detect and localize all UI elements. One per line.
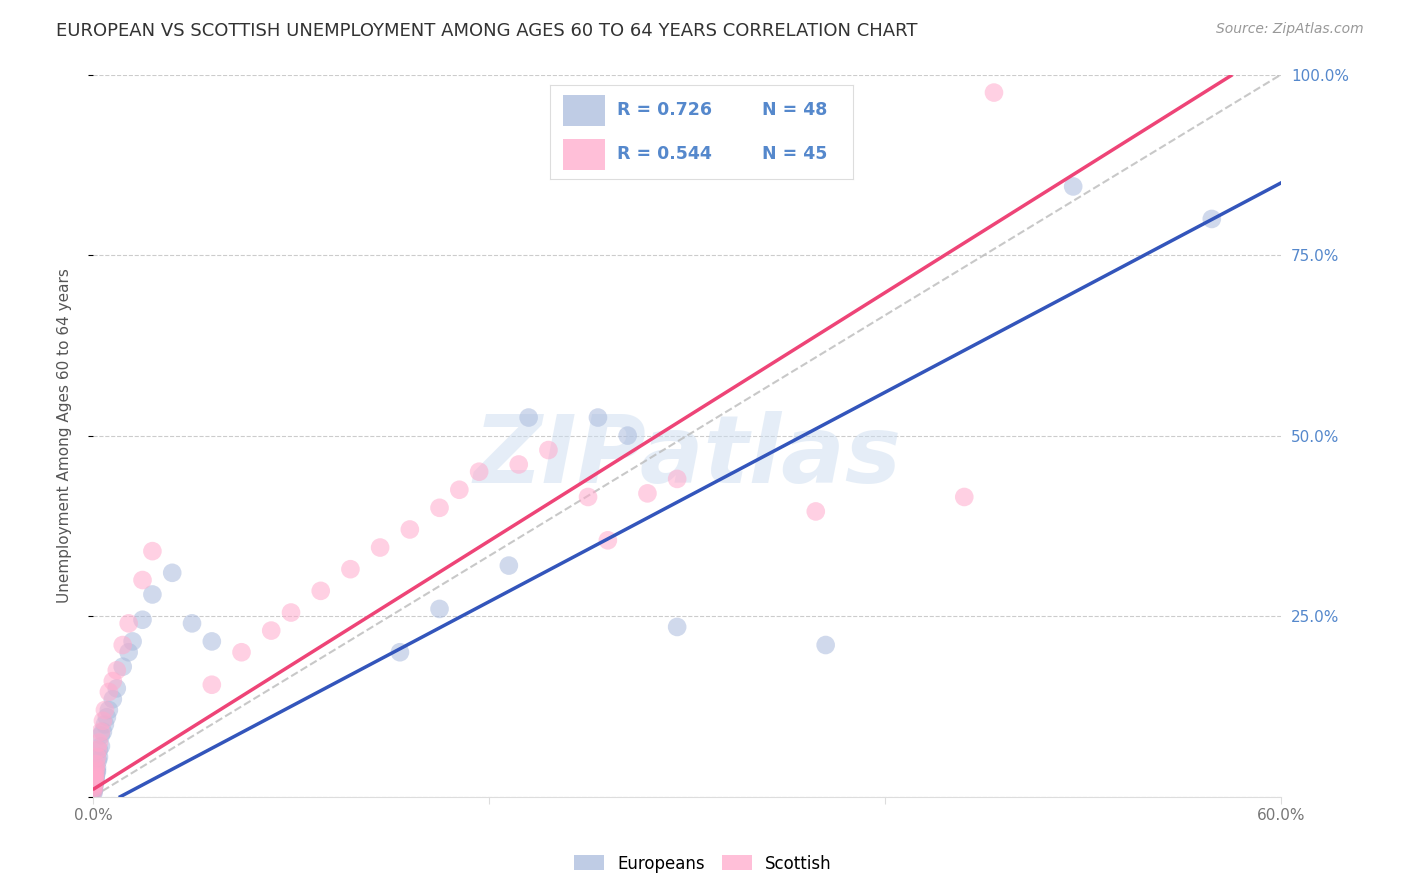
- Point: [87, 735, 110, 749]
- Point: [83, 780, 105, 795]
- Point: [84, 772, 107, 786]
- Point: [517, 410, 540, 425]
- Point: [498, 558, 520, 573]
- Point: [576, 490, 599, 504]
- Point: [131, 613, 153, 627]
- Point: [83, 775, 105, 789]
- Point: [83, 782, 105, 797]
- Point: [90, 724, 112, 739]
- Point: [508, 458, 530, 472]
- Point: [201, 678, 224, 692]
- Point: [87, 743, 110, 757]
- Point: [94, 717, 117, 731]
- Text: EUROPEAN VS SCOTTISH UNEMPLOYMENT AMONG AGES 60 TO 64 YEARS CORRELATION CHART: EUROPEAN VS SCOTTISH UNEMPLOYMENT AMONG …: [56, 22, 918, 40]
- Point: [666, 620, 689, 634]
- Point: [636, 486, 658, 500]
- Point: [96, 710, 118, 724]
- Point: [82, 782, 104, 797]
- Point: [105, 663, 128, 677]
- Point: [83, 777, 105, 791]
- Point: [616, 428, 638, 442]
- Point: [94, 703, 117, 717]
- Point: [983, 86, 1005, 100]
- Point: [666, 472, 689, 486]
- Point: [181, 616, 204, 631]
- Point: [131, 573, 153, 587]
- Legend: Europeans, Scottish: Europeans, Scottish: [568, 848, 838, 880]
- Point: [83, 773, 105, 788]
- Point: [309, 583, 332, 598]
- Point: [101, 674, 124, 689]
- Point: [160, 566, 183, 580]
- Point: [86, 764, 108, 779]
- Point: [84, 761, 107, 775]
- Point: [814, 638, 837, 652]
- Point: [87, 750, 110, 764]
- Point: [86, 761, 108, 775]
- Point: [537, 443, 560, 458]
- Text: ZIPatlas: ZIPatlas: [472, 411, 901, 503]
- Point: [368, 541, 391, 555]
- Point: [596, 533, 619, 548]
- Y-axis label: Unemployment Among Ages 60 to 64 years: Unemployment Among Ages 60 to 64 years: [58, 268, 72, 603]
- Point: [84, 768, 107, 782]
- Point: [1062, 179, 1084, 194]
- Point: [141, 587, 163, 601]
- Point: [339, 562, 361, 576]
- Point: [280, 606, 302, 620]
- Point: [83, 773, 105, 788]
- Point: [429, 500, 451, 515]
- Point: [83, 775, 105, 789]
- Point: [398, 523, 420, 537]
- Point: [1201, 211, 1223, 226]
- Point: [97, 703, 120, 717]
- Point: [83, 772, 105, 786]
- Point: [84, 764, 107, 779]
- Point: [84, 772, 107, 786]
- Point: [429, 602, 451, 616]
- Point: [468, 465, 491, 479]
- Point: [953, 490, 976, 504]
- Point: [118, 645, 141, 659]
- Point: [118, 616, 141, 631]
- Point: [83, 777, 105, 791]
- Point: [83, 780, 105, 795]
- Point: [83, 780, 105, 795]
- Point: [82, 786, 104, 800]
- Point: [84, 768, 107, 782]
- Point: [97, 685, 120, 699]
- Point: [84, 757, 107, 772]
- Point: [83, 779, 105, 793]
- Point: [804, 504, 827, 518]
- Point: [84, 775, 107, 789]
- Point: [82, 784, 104, 798]
- Point: [111, 638, 134, 652]
- Point: [91, 714, 114, 728]
- Point: [83, 777, 105, 791]
- Point: [231, 645, 253, 659]
- Point: [141, 544, 163, 558]
- Point: [87, 743, 110, 757]
- Point: [586, 410, 609, 425]
- Point: [388, 645, 411, 659]
- Point: [83, 779, 105, 793]
- Point: [449, 483, 471, 497]
- Point: [86, 764, 108, 779]
- Point: [87, 754, 110, 768]
- Point: [90, 728, 112, 742]
- Point: [83, 779, 105, 793]
- Point: [201, 634, 224, 648]
- Point: [111, 659, 134, 673]
- Text: Source: ZipAtlas.com: Source: ZipAtlas.com: [1216, 22, 1364, 37]
- Point: [101, 692, 124, 706]
- Point: [86, 750, 108, 764]
- Point: [105, 681, 128, 696]
- Point: [260, 624, 283, 638]
- Point: [90, 739, 112, 753]
- Point: [121, 634, 143, 648]
- Point: [83, 769, 105, 783]
- Point: [83, 784, 105, 798]
- Point: [91, 724, 114, 739]
